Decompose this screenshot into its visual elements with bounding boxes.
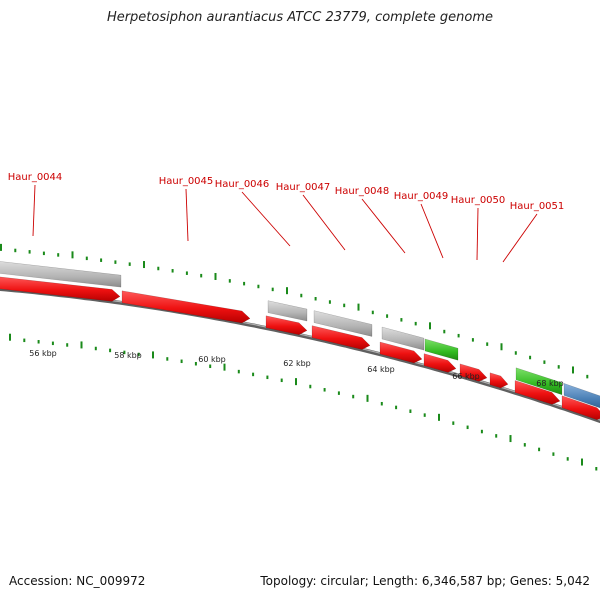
leader-line <box>32 184 36 237</box>
scale-label: 68 kbp <box>536 379 564 388</box>
cds-arrow[interactable] <box>459 363 488 382</box>
gene-label[interactable]: Haur_0047 <box>276 182 331 193</box>
scale-label: 56 kbp <box>29 349 57 358</box>
cds-arrow[interactable] <box>489 372 509 389</box>
gene-block-gray[interactable] <box>0 261 122 288</box>
scale-label: 64 kbp <box>367 365 395 374</box>
gene-block-blue[interactable] <box>563 383 600 409</box>
leader-line <box>241 191 291 247</box>
gene-label[interactable]: Haur_0044 <box>8 172 63 183</box>
gene-label[interactable]: Haur_0046 <box>215 179 270 190</box>
cds-arrow[interactable] <box>0 276 121 302</box>
gene-label[interactable]: Haur_0049 <box>394 191 449 202</box>
cds-arrow[interactable] <box>423 353 457 373</box>
cds-arrow[interactable] <box>311 325 371 350</box>
scale-label: 60 kbp <box>198 355 226 364</box>
gene-block-green[interactable] <box>424 338 459 361</box>
leader-line <box>420 203 444 259</box>
gene-block-green[interactable] <box>515 367 563 396</box>
leader-line <box>302 194 346 251</box>
scale-label: 66 kbp <box>452 372 480 381</box>
gene-block-gray[interactable] <box>267 300 308 322</box>
gene-label[interactable]: Haur_0050 <box>451 195 506 206</box>
gene-block-gray[interactable] <box>381 326 425 351</box>
gene-block-gray[interactable] <box>313 310 373 337</box>
scale-label: 58 kbp <box>114 351 142 360</box>
accession-text: Accession: NC_009972 <box>9 574 146 588</box>
cds-arrow[interactable] <box>379 341 423 364</box>
leader-line <box>502 213 538 263</box>
gene-label[interactable]: Haur_0045 <box>159 176 214 187</box>
gene-label[interactable]: Haur_0048 <box>335 186 390 197</box>
cds-arrow[interactable] <box>121 290 251 324</box>
genome-stats-text: Topology: circular; Length: 6,346,587 bp… <box>260 574 590 588</box>
leader-line <box>185 188 189 242</box>
scale-label: 62 kbp <box>283 359 311 368</box>
leader-line <box>361 198 406 254</box>
gene-label[interactable]: Haur_0051 <box>510 201 565 212</box>
cds-arrow[interactable] <box>265 315 308 336</box>
cds-arrow[interactable] <box>561 395 600 421</box>
leader-line <box>476 207 479 261</box>
map-title: Herpetosiphon aurantiacus ATCC 23779, co… <box>106 10 494 25</box>
cds-arrow[interactable] <box>514 380 561 405</box>
